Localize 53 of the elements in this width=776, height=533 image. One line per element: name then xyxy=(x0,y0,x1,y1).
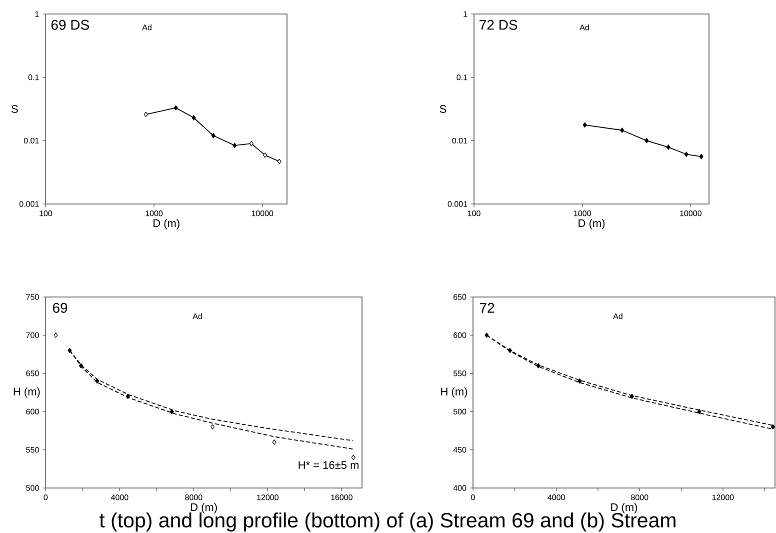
x-tick-label: 10000 xyxy=(252,210,274,216)
x-tick-label: 12000 xyxy=(712,494,734,500)
x-tick-label: 1000 xyxy=(574,210,591,216)
x-axis-title: D (m) xyxy=(578,219,605,230)
x-tick-label: 10000 xyxy=(680,210,702,216)
x-tick-label: 12000 xyxy=(257,494,278,500)
x-tick-label: 0 xyxy=(471,494,475,500)
y-tick-label: 0.01 xyxy=(24,138,39,144)
y-tick-label: 450 xyxy=(453,446,466,453)
y-tick-label: 600 xyxy=(454,332,466,338)
x-tick-label: 4000 xyxy=(548,494,565,500)
annotation: Ad xyxy=(613,313,622,320)
y-tick-label: 1 xyxy=(464,11,468,17)
annotation: Ad xyxy=(192,313,202,320)
annotation: Ad xyxy=(580,24,589,30)
x-axis-title: D (m) xyxy=(154,219,180,230)
y-tick-label: 1 xyxy=(35,11,39,17)
x-tick-label: 1000 xyxy=(146,210,163,216)
y-axis-title: S xyxy=(12,105,18,113)
chart-title: 72 DS xyxy=(480,20,518,30)
y-tick-label: 500 xyxy=(453,408,466,414)
y-tick-label: 700 xyxy=(26,332,39,338)
y-tick-label: 500 xyxy=(26,485,39,491)
annotation: H* = 16±5 m xyxy=(298,461,358,469)
x-tick-label: 4000 xyxy=(110,494,128,500)
y-tick-label: 600 xyxy=(26,408,39,414)
y-tick-label: 0.1 xyxy=(28,74,39,80)
x-axis-title: D (m) xyxy=(611,503,638,514)
annotation: Ad xyxy=(142,24,152,30)
y-tick-label: 0.1 xyxy=(456,74,468,80)
y-tick-label: 0.01 xyxy=(452,138,468,144)
chart-title: 69 xyxy=(52,302,68,313)
chart-title: 69 DS xyxy=(51,20,89,30)
x-tick-label: 16000 xyxy=(331,494,352,500)
x-tick-label: 100 xyxy=(468,210,480,216)
y-axis-title: S xyxy=(440,105,446,113)
chart-title: 72 xyxy=(480,302,494,313)
x-tick-label: 0 xyxy=(44,494,48,500)
y-tick-label: 0.001 xyxy=(448,201,468,207)
y-tick-label: 650 xyxy=(26,370,39,376)
text: t (top) and long profile (bottom) of (a) Stream 69 and (b) Stream xyxy=(99,512,676,532)
y-tick-label: 400 xyxy=(453,485,466,491)
y-tick-label: 650 xyxy=(454,294,466,300)
y-tick-label: 750 xyxy=(26,294,39,300)
y-tick-label: 0.001 xyxy=(19,201,39,207)
x-axis-title: D (m) xyxy=(191,503,217,514)
y-axis-title: H (m) xyxy=(14,387,40,398)
x-tick-label: 100 xyxy=(40,210,52,216)
y-tick-label: 550 xyxy=(26,446,39,453)
x-tick-label: 8000 xyxy=(631,494,648,500)
x-tick-label: 8000 xyxy=(185,494,202,500)
y-axis-title: H (m) xyxy=(441,387,468,398)
y-tick-label: 550 xyxy=(453,370,466,376)
